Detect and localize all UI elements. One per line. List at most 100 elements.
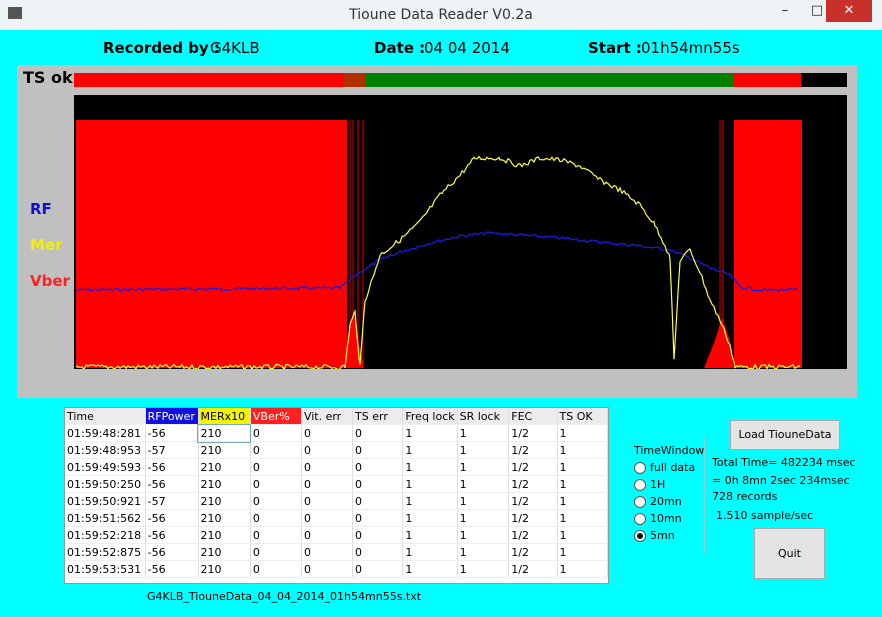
table-cell: 0 xyxy=(250,441,302,459)
table-row: 01:59:50:250 -56 210 0 0 0 1 1 1/2 1 xyxy=(65,475,608,493)
start-value: 01h54mn55s xyxy=(641,39,740,57)
radio-button[interactable] xyxy=(634,479,646,491)
table-cell: 1 xyxy=(557,509,608,527)
column-header: SR lock xyxy=(457,408,510,425)
time-window-group: TimeWindow full data 1H 20mn 10mn 5mn xyxy=(623,437,705,554)
load-button[interactable]: Load TiouneData xyxy=(730,420,840,450)
table-cell: 01:59:53:531 xyxy=(65,560,146,578)
radio-option[interactable]: 1H xyxy=(634,478,665,491)
table-cell: 1 xyxy=(557,560,608,578)
recorded-label: Recorded by : xyxy=(103,39,220,57)
table-cell: -56 xyxy=(145,560,199,578)
app-icon xyxy=(8,7,22,19)
quit-button[interactable]: Quit xyxy=(754,528,825,579)
radio-option[interactable]: 10mn xyxy=(634,512,682,525)
table-cell: 0 xyxy=(250,560,302,578)
maximize-button[interactable]: □ xyxy=(810,3,824,18)
table-cell: 1/2 xyxy=(508,509,558,527)
table-cell: 0 xyxy=(301,475,354,493)
radio-button[interactable] xyxy=(634,530,646,542)
table-row: 01:59:49:593 -56 210 0 0 0 1 1 1/2 1 xyxy=(65,458,608,476)
column-header: MERx10 xyxy=(198,408,251,425)
table-cell: 1 xyxy=(402,526,458,544)
table-row: 01:59:48:281 -56 210 0 0 0 1 1 1/2 1 xyxy=(65,423,608,443)
window-title: Tioune Data Reader V0.2a xyxy=(349,7,533,23)
table-cell: 1 xyxy=(557,458,608,476)
table-cell: 1 xyxy=(457,458,510,476)
date-value: 04 04 2014 xyxy=(424,39,510,57)
column-header: Freq lock xyxy=(402,408,458,425)
table-cell: 0 xyxy=(301,509,354,527)
minimize-button[interactable]: – xyxy=(781,3,789,18)
table-cell: 01:59:48:281 xyxy=(65,424,146,442)
mer-trace xyxy=(75,155,801,369)
table-cell: 1 xyxy=(402,543,458,561)
table-cell: 1 xyxy=(402,424,458,442)
table-cell: -56 xyxy=(145,458,199,476)
table-cell: 1 xyxy=(402,458,458,476)
stat: = 0h 8mn 2sec 234msec xyxy=(712,474,850,487)
ts-bar xyxy=(74,73,343,87)
table-cell: -56 xyxy=(145,509,199,527)
table-cell: 210 xyxy=(198,509,251,527)
table-cell: 0 xyxy=(250,492,302,510)
table-cell: 0 xyxy=(301,560,354,578)
table-cell: 0 xyxy=(352,509,404,527)
table-cell: 1 xyxy=(457,543,510,561)
table-cell: 1 xyxy=(557,543,608,561)
table-cell: 210 xyxy=(198,526,251,544)
ts-bar xyxy=(365,73,733,87)
radio-button[interactable] xyxy=(634,513,646,525)
radio-button[interactable] xyxy=(634,496,646,508)
close-button[interactable]: ✕ xyxy=(826,0,872,22)
radio-option[interactable]: 20mn xyxy=(634,495,682,508)
radio-option[interactable]: 5mn xyxy=(634,529,675,542)
table-cell: 1 xyxy=(457,492,510,510)
table-cell: 01:59:50:250 xyxy=(65,475,146,493)
table-cell: -57 xyxy=(145,441,199,459)
table-cell: 1 xyxy=(457,441,510,459)
table-cell: 01:59:50:921 xyxy=(65,492,146,510)
stat: 728 records xyxy=(712,490,778,503)
table-cell: 0 xyxy=(352,492,404,510)
column-header: TS err xyxy=(352,408,404,425)
table-cell: 1 xyxy=(402,560,458,578)
legend-vber: Vber xyxy=(30,272,70,290)
table-cell: 210 xyxy=(198,475,251,493)
start-label: Start : xyxy=(588,39,642,57)
table-cell: -56 xyxy=(145,475,199,493)
table-cell: 01:59:48:953 xyxy=(65,441,146,459)
column-header: TS OK xyxy=(557,408,608,425)
graph xyxy=(74,73,847,369)
table-cell: 1 xyxy=(557,441,608,459)
table-cell: 01:59:51:562 xyxy=(65,509,146,527)
vber-fill xyxy=(734,120,802,368)
table-row: 01:59:48:953 -57 210 0 0 0 1 1 1/2 1 xyxy=(65,441,608,459)
vber-fill xyxy=(76,120,347,368)
table-cell: 1/2 xyxy=(508,441,558,459)
table-row: 01:59:52:875 -56 210 0 0 0 1 1 1/2 1 xyxy=(65,543,608,561)
table-cell: -57 xyxy=(145,492,199,510)
table-cell: 01:59:52:218 xyxy=(65,526,146,544)
table-cell: 0 xyxy=(352,475,404,493)
radio-label: full data xyxy=(650,461,696,474)
table-cell: 0 xyxy=(301,492,354,510)
table-cell: 1/2 xyxy=(508,526,558,544)
table-cell: 0 xyxy=(352,526,404,544)
rf-trace xyxy=(75,231,799,293)
table-cell: 1 xyxy=(457,526,510,544)
radio-label: 5mn xyxy=(650,529,675,542)
table-cell: 1 xyxy=(457,475,510,493)
table-cell: 1/2 xyxy=(508,458,558,476)
table-cell: 1 xyxy=(457,424,510,442)
table-cell: 210 xyxy=(197,423,252,443)
table-cell: 1 xyxy=(457,560,510,578)
table-row: 01:59:52:218 -56 210 0 0 0 1 1 1/2 1 xyxy=(65,526,608,544)
table-cell: 0 xyxy=(301,543,354,561)
radio-button[interactable] xyxy=(634,462,646,474)
table-cell: 210 xyxy=(198,560,251,578)
table-cell: 0 xyxy=(250,424,302,442)
group-title: TimeWindow xyxy=(634,444,705,457)
radio-option[interactable]: full data xyxy=(634,461,695,474)
